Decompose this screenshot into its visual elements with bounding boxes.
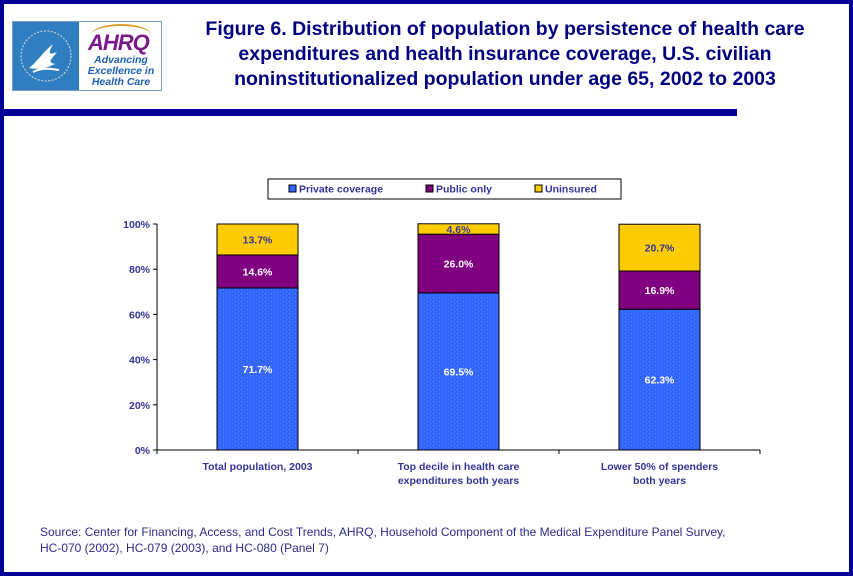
bar-texture bbox=[620, 310, 699, 449]
bar-segment-public-only bbox=[618, 270, 701, 310]
bar-segment-public-only bbox=[417, 233, 500, 294]
bar-segment-uninsured bbox=[618, 223, 701, 272]
ahrq-logo: AHRQ Advancing Excellence in Health Care bbox=[79, 22, 161, 90]
data-label: 13.7% bbox=[243, 234, 273, 246]
legend-swatch-private-coverage bbox=[288, 184, 297, 193]
data-label: 26.0% bbox=[444, 259, 474, 271]
ahrq-tagline-line: Excellence in bbox=[87, 65, 155, 77]
legend-label: Private coverage bbox=[299, 184, 383, 196]
y-tick-label: 40% bbox=[129, 355, 151, 367]
source-note: Source: Center for Financing, Access, an… bbox=[40, 524, 840, 556]
data-label: 14.6% bbox=[243, 266, 273, 278]
figure-title: Figure 6. Distribution of population by … bbox=[205, 18, 805, 90]
data-label: 16.9% bbox=[645, 285, 675, 297]
y-tick-label: 60% bbox=[129, 309, 151, 321]
source-line: HC-070 (2002), HC-079 (2003), and HC-080… bbox=[40, 541, 329, 555]
x-category-label: Total population, 2003 bbox=[202, 461, 312, 473]
x-axis-labels: Total population, 2003 Top decile in heal… bbox=[202, 461, 718, 487]
bars: 71.7% 14.6% 13.7% 69.5% 26.0% 4.6% 62.3% 16.9% 2… bbox=[216, 223, 701, 451]
y-tick-label: 20% bbox=[129, 400, 151, 412]
x-category-label: expenditures both years bbox=[398, 475, 520, 487]
legend-label: Uninsured bbox=[545, 184, 597, 196]
bar-segment-uninsured bbox=[417, 223, 500, 235]
data-label: 71.7% bbox=[243, 364, 273, 376]
legend-swatch-uninsured bbox=[534, 184, 543, 193]
y-tick-label: 0% bbox=[135, 445, 151, 457]
logo-block: AHRQ Advancing Excellence in Health Care bbox=[12, 21, 162, 91]
legend: Private coverage Public only Uninsured bbox=[267, 178, 622, 200]
data-label: 4.6% bbox=[447, 224, 472, 236]
y-tick-label: 100% bbox=[123, 219, 151, 231]
ahrq-tagline-line: Advancing bbox=[94, 54, 148, 66]
legend-box bbox=[267, 178, 622, 200]
ahrq-tagline: Advancing Excellence in Health Care bbox=[83, 55, 159, 88]
ahrq-tagline-line: Health Care bbox=[91, 76, 151, 88]
bar-texture bbox=[218, 288, 297, 449]
y-tick-label: 80% bbox=[129, 264, 151, 276]
legend-label: Public only bbox=[436, 184, 492, 196]
hhs-eagle-logo-icon bbox=[13, 22, 79, 90]
x-category-label: both years bbox=[633, 475, 686, 487]
title-divider bbox=[0, 109, 737, 116]
bar-texture bbox=[419, 293, 498, 449]
x-category-label: Lower 50% of spenders bbox=[601, 461, 718, 473]
data-label: 20.7% bbox=[645, 243, 675, 255]
source-line: Source: Center for Financing, Access, an… bbox=[40, 525, 726, 539]
data-label: 62.3% bbox=[645, 375, 675, 387]
bar-segment-uninsured bbox=[216, 223, 299, 256]
legend-swatch-public-only bbox=[425, 184, 434, 193]
ahrq-logo-text: AHRQ bbox=[88, 30, 150, 55]
bar-segment-public-only bbox=[216, 254, 299, 289]
data-label: 69.5% bbox=[444, 366, 474, 378]
ahrq-arc-icon bbox=[91, 24, 151, 46]
x-category-label: Top decile in health care bbox=[398, 461, 520, 473]
